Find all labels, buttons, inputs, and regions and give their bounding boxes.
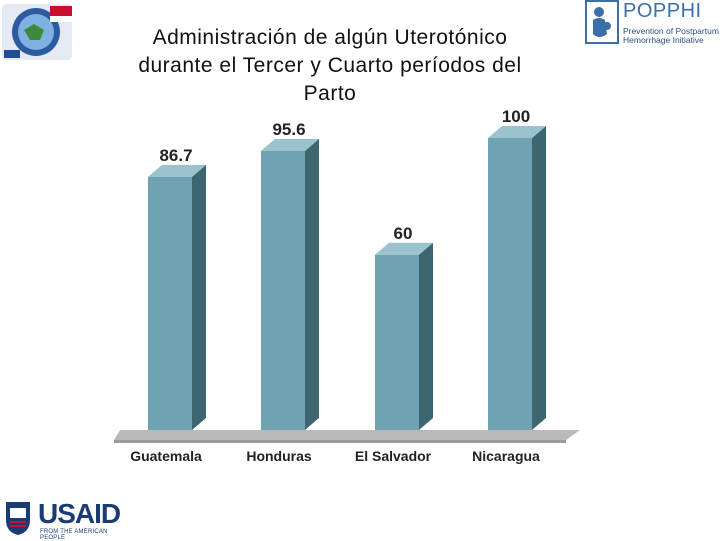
chart-title-line-2: durante el Tercer y Cuarto períodos del [138,54,522,77]
x-tick-label: Nicaragua [472,448,540,464]
bar [148,176,192,430]
bar-side [305,138,319,430]
bar [375,254,419,430]
bar-top [375,242,433,255]
data-label: 95.6 [272,120,305,139]
chart-title: Administración de algún Uterotónico dura… [95,24,565,108]
bar-side [419,242,433,430]
bar-top [261,138,319,151]
usaid-tagline: FROM THE AMERICAN PEOPLE [40,529,108,541]
bar [488,138,532,430]
federation-flags-logo [0,0,80,70]
x-tick-label: Honduras [246,448,312,464]
data-label: 100 [502,107,530,126]
bar-top [148,164,206,177]
chart-title-line-1: Administración de algún Uterotónico [152,26,508,49]
bar-top [488,126,546,138]
usaid-logo: USAID FROM THE AMERICAN PEOPLE [0,496,122,541]
usaid-wordmark: USAID [38,498,121,529]
popphi-wordmark: POPPHI [623,0,702,22]
bar-side [532,126,546,430]
chart-title-line-3: Parto [303,82,357,105]
bar-side [192,164,206,430]
x-tick-label: Guatemala [130,448,202,464]
chart-floor [114,430,580,440]
popphi-tagline: Prevention of Postpartum Hemorrhage Init… [623,26,719,45]
data-label: 60 [394,224,413,243]
x-tick-label: El Salvador [355,448,432,464]
bar [261,150,305,430]
popphi-logo: POPPHI Prevention of Postpartum Hemorrha… [585,0,720,48]
chart-floor-edge [114,440,566,443]
data-label: 86.7 [159,146,192,165]
